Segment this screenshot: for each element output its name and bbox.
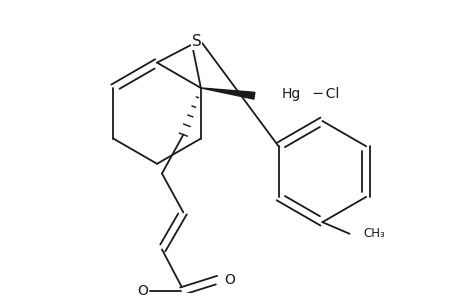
Text: S: S [191, 34, 201, 49]
Polygon shape [201, 88, 254, 99]
Text: O: O [137, 284, 148, 298]
Text: CH₃: CH₃ [363, 227, 384, 240]
Text: ─ Cl: ─ Cl [312, 87, 338, 101]
Text: O: O [224, 272, 235, 286]
Text: Hg: Hg [281, 87, 300, 101]
